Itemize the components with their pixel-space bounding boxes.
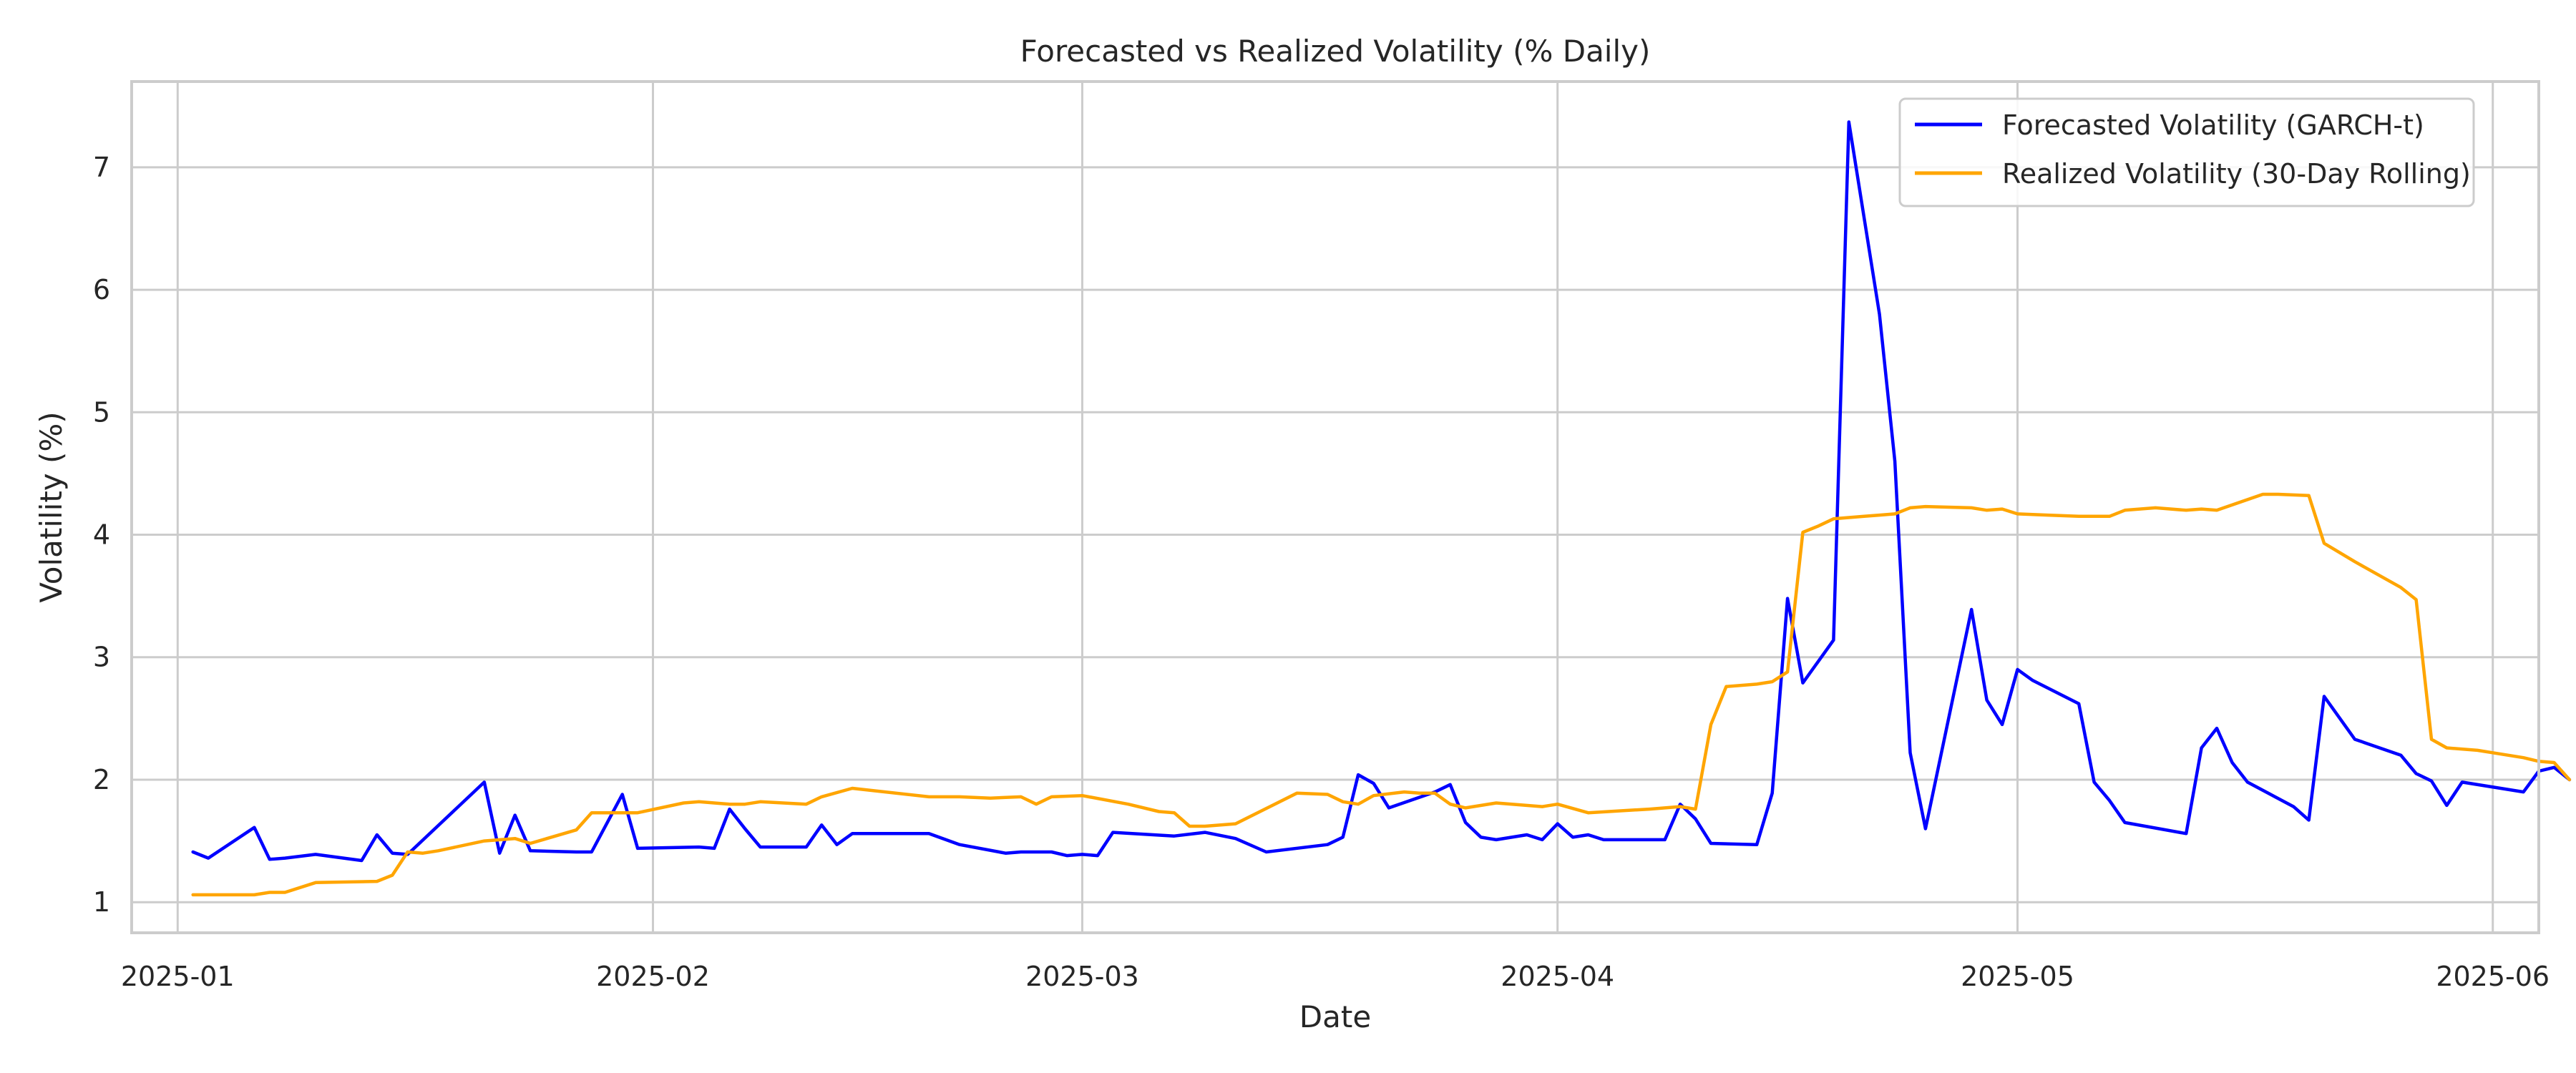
y-tick-label: 6 <box>93 274 110 305</box>
legend-label-realized: Realized Volatility (30-Day Rolling) <box>2002 158 2471 190</box>
legend-label-forecasted: Forecasted Volatility (GARCH-t) <box>2002 109 2424 141</box>
grid-lines <box>132 82 2539 933</box>
y-tick-label: 2 <box>93 764 110 795</box>
series-line-forecasted <box>191 120 2572 863</box>
axis-ticks: 2025-01 2025-02 2025-03 2025-04 2025-05 2025-… <box>93 152 2550 992</box>
y-tick-label: 7 <box>93 152 110 183</box>
series-lines <box>191 120 2572 897</box>
x-tick-label: 2025-01 <box>121 961 235 992</box>
series-line-realized <box>191 492 2572 897</box>
x-tick-label: 2025-03 <box>1025 961 1139 992</box>
x-axis-label: Date <box>1299 999 1371 1034</box>
x-tick-label: 2025-02 <box>596 961 710 992</box>
legend: Forecasted Volatility (GARCH-t) Realized… <box>1898 97 2475 207</box>
chart-title: Forecasted vs Realized Volatility (% Dai… <box>1020 34 1651 69</box>
y-tick-label: 1 <box>93 886 110 918</box>
x-tick-label: 2025-06 <box>2436 961 2550 992</box>
y-axis-label: Volatility (%) <box>34 411 69 602</box>
x-tick-label: 2025-04 <box>1501 961 1614 992</box>
plot-frame <box>130 80 2540 934</box>
y-tick-label: 4 <box>93 519 110 551</box>
x-tick-label: 2025-05 <box>1961 961 2074 992</box>
y-tick-label: 3 <box>93 642 110 673</box>
legend-box <box>1898 97 2475 207</box>
y-tick-label: 5 <box>93 396 110 428</box>
